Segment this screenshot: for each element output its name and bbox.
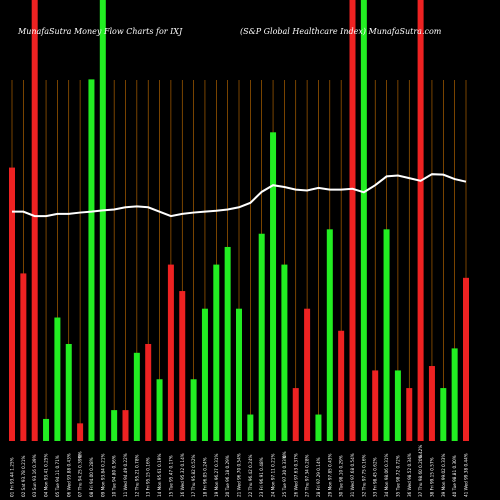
x-tick-label: 13 Fri 95.15 0.16% bbox=[146, 457, 151, 497]
bar bbox=[179, 291, 186, 441]
bar bbox=[20, 273, 27, 441]
x-tick-label: 10 Tue 94.80 0.56% bbox=[112, 455, 117, 497]
bar bbox=[111, 410, 118, 441]
x-tick-label: 16 Wed 95.32 0.14% bbox=[180, 453, 185, 497]
bar bbox=[247, 414, 254, 441]
bar bbox=[428, 366, 435, 441]
x-tick-label: 24 Mon 97.11 0.21% bbox=[271, 454, 276, 497]
bar bbox=[88, 79, 95, 441]
x-tick-label: 18 Fri 96.05 0.24% bbox=[202, 457, 207, 497]
chart-title-left: MunafaSutra Money Flow Charts for IXJ bbox=[17, 27, 183, 36]
x-tick-label: 09 Mon 93.84 0.21% bbox=[100, 454, 105, 497]
x-tick-labels: 01 Fri 93.44 1.25% 02 Sat 93.78 0.21% 03 S… bbox=[10, 453, 469, 497]
x-tick-label: 06 Wed 93.88 0.43% bbox=[66, 453, 71, 497]
x-tick-label: 38 Fri 99.15 0.57% bbox=[429, 457, 434, 497]
bar bbox=[292, 388, 299, 441]
bar bbox=[156, 379, 163, 441]
x-tick-label: 36 Wed 98.52 0.34% bbox=[407, 453, 412, 497]
bar bbox=[201, 308, 208, 441]
x-tick-label: 33 Fri 98.45 0.62% bbox=[373, 457, 378, 497]
bar bbox=[31, 0, 38, 441]
price-line bbox=[12, 173, 467, 218]
x-tick-label: 29 Mon 97.85 0.43% bbox=[327, 454, 332, 497]
bar bbox=[304, 308, 311, 441]
bar bbox=[65, 343, 72, 441]
x-tick-label: 14 Mon 95.61 0.19% bbox=[157, 454, 162, 497]
bar bbox=[236, 308, 242, 441]
x-tick-label: 19 Mon 96.27 0.31% bbox=[214, 454, 219, 497]
bar bbox=[338, 330, 345, 441]
bar bbox=[43, 418, 50, 441]
x-tick-label: 31 Wed 97.68 0.54% bbox=[350, 453, 355, 497]
x-tick-label: 04 Mon 93.41 0.25% bbox=[44, 454, 49, 497]
money-flow-bars bbox=[9, 0, 469, 442]
bar bbox=[213, 264, 220, 441]
bar bbox=[99, 0, 106, 441]
x-tick-label: 30 Tue 98.10 0.29% bbox=[339, 455, 344, 497]
x-tick-label: 41 Wed 99.38 0.44% bbox=[464, 453, 469, 497]
x-tick-label: 39 Mon 99.02 0.33% bbox=[441, 454, 446, 497]
x-tick-label: 12 Thu 95.21 0.78% bbox=[134, 455, 139, 497]
x-tick-label: 21 Wed 96.70 0.54% bbox=[237, 453, 242, 497]
bar bbox=[145, 343, 152, 441]
x-tick-label: 02 Sat 93.78 0.21% bbox=[21, 456, 26, 497]
x-tick-label: 28 Fri 97.29 0.14% bbox=[316, 457, 321, 497]
tick-marker: 0% bbox=[282, 451, 287, 458]
tick-marker: 0.42% bbox=[418, 445, 423, 458]
x-tick-label: 40 Tue 98.81 0.30% bbox=[452, 455, 457, 497]
chart-title-right: (S&P Global Healthcare Index) MunafaSutr… bbox=[240, 27, 442, 36]
x-tick-label: 25 Tue 97.30 0.33% bbox=[282, 455, 287, 497]
x-tick-label: 15 Tue 95.47 0.17% bbox=[168, 455, 173, 497]
bar bbox=[270, 132, 277, 442]
bar bbox=[440, 388, 447, 441]
bar bbox=[372, 370, 379, 441]
bar bbox=[349, 0, 356, 441]
bar bbox=[463, 277, 469, 441]
x-tick-label: 17 Thu 95.82 0.52% bbox=[191, 455, 196, 497]
bar bbox=[281, 264, 288, 441]
bar bbox=[9, 167, 15, 441]
bar bbox=[394, 370, 401, 441]
x-tick-label: 20 Tue 96.18 0.29% bbox=[225, 455, 230, 497]
bar bbox=[122, 410, 129, 441]
bar bbox=[315, 414, 322, 441]
bar bbox=[77, 423, 84, 441]
x-tick-label: 32 Thu 97.75 0.16% bbox=[361, 455, 366, 497]
tick-marker: 0% bbox=[78, 451, 83, 458]
bar bbox=[383, 229, 390, 441]
x-tick-label: 01 Fri 93.44 1.25% bbox=[10, 457, 15, 497]
x-tick-label: 23 Fri 96.91 0.48% bbox=[259, 457, 264, 497]
bar bbox=[54, 317, 61, 441]
x-tick-label: 26 Wed 97.63 0.37% bbox=[293, 453, 298, 497]
tick-markers: 0% 0% 0.42% bbox=[78, 445, 424, 458]
bar bbox=[167, 264, 174, 441]
x-tick-label: 22 Thu 96.42 0.24% bbox=[248, 455, 253, 497]
x-tick-label: 27 Thu 97.34 0.28% bbox=[305, 455, 310, 497]
x-tick-label: 07 Thu 94.25 0.39% bbox=[78, 455, 83, 497]
x-tick-label: 05 Tue 94.11 0.71% bbox=[55, 455, 60, 497]
bar bbox=[360, 0, 367, 441]
x-tick-label: 37 Thu 98.60 0.20% bbox=[418, 455, 423, 497]
x-tick-label: 34 Mon 98.06 0.31% bbox=[384, 454, 389, 497]
bar bbox=[224, 246, 231, 441]
bar bbox=[451, 348, 458, 441]
bar bbox=[417, 0, 424, 441]
x-tick-label: 11 Wed 94.49 0.22% bbox=[123, 453, 128, 497]
x-tick-label: 03 Sun 93.16 0.39% bbox=[32, 454, 37, 497]
bar bbox=[326, 229, 333, 441]
x-tick-label: 35 Tue 98.72 0.72% bbox=[395, 455, 400, 497]
bar bbox=[190, 379, 197, 441]
bar bbox=[133, 352, 140, 441]
x-tick-label: 08 Fri 94.00 0.28% bbox=[89, 457, 94, 497]
bar bbox=[258, 233, 265, 441]
bar bbox=[406, 388, 413, 441]
